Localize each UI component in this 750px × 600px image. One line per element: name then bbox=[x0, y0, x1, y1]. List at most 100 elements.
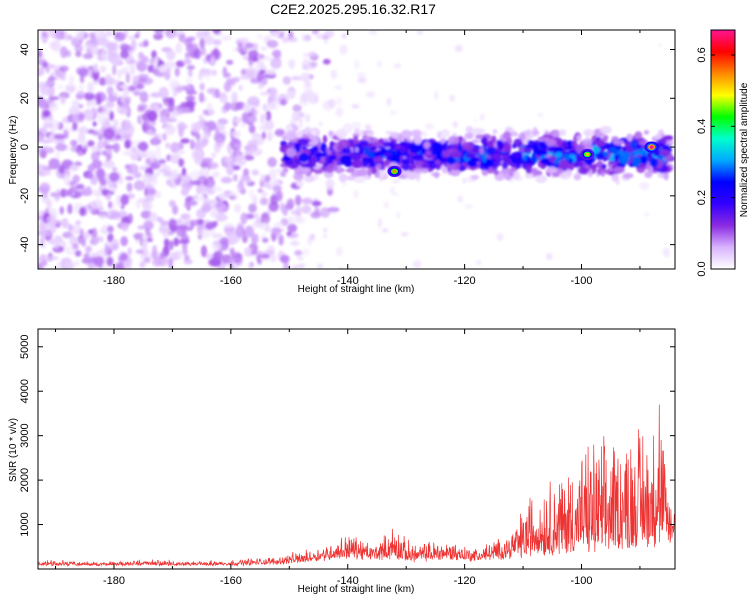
spectrogram-noise-blob bbox=[212, 198, 217, 205]
spectrogram-noise-blob bbox=[212, 30, 221, 35]
spectrogram-noise-blob bbox=[104, 73, 113, 86]
spectrogram-band-blob bbox=[410, 129, 422, 137]
spectrogram-faint-blob bbox=[354, 59, 360, 71]
spectrogram-noise-blob bbox=[143, 39, 149, 47]
spectrogram-noise-blob bbox=[49, 101, 59, 112]
spectrogram-noise-blob bbox=[112, 167, 117, 172]
spectrogram-noise-blob bbox=[265, 110, 272, 123]
spectrogram-noise-blob bbox=[117, 69, 122, 79]
spectrogram-noise-blob bbox=[72, 113, 79, 122]
spectrogram-noise-blob bbox=[212, 186, 223, 192]
spectrogram-noise-blob bbox=[78, 84, 84, 91]
spectrogram-noise-blob bbox=[280, 254, 290, 264]
spectrogram-band-blob bbox=[643, 130, 650, 135]
spectrogram-noise-blob bbox=[266, 131, 274, 142]
spectrogram-xtick-label: -140 bbox=[337, 275, 359, 287]
spectrogram-band-blob bbox=[555, 151, 563, 158]
spectrogram-band-blob bbox=[446, 157, 456, 165]
snr-panel: -180 -160 -140 -120 -100 1000 2000 3000 4000 500… bbox=[8, 328, 676, 595]
spectrogram-noise-blob bbox=[65, 87, 76, 93]
spectrogram-noise-blob bbox=[199, 38, 205, 49]
spectrogram-band-blob bbox=[294, 166, 305, 176]
spectrogram-noise-blob bbox=[133, 180, 146, 191]
spectrogram-noise-blob bbox=[112, 180, 117, 187]
spectrogram-noise-blob bbox=[234, 155, 247, 167]
spectrogram-noise-blob bbox=[211, 240, 222, 252]
spectrogram-noise-blob bbox=[73, 260, 80, 267]
spectrogram-noise-blob bbox=[38, 135, 44, 143]
spectrogram-noise-blob bbox=[93, 63, 98, 74]
spectrogram-band-blob bbox=[622, 172, 634, 179]
spectrogram-noise-blob bbox=[113, 118, 119, 128]
spectrogram-noise-blob bbox=[291, 264, 300, 269]
spectrogram-noise-blob bbox=[106, 86, 114, 95]
spectrogram-noise-blob bbox=[300, 72, 311, 83]
spectrogram-noise-blob bbox=[260, 173, 265, 182]
spectrogram-noise-blob bbox=[150, 162, 161, 170]
spectrogram-band-blob bbox=[513, 170, 520, 181]
spectrogram-band-blob bbox=[373, 156, 384, 164]
spectrogram-noise-blob bbox=[58, 164, 65, 174]
spectrogram-noise-blob bbox=[97, 105, 107, 114]
spectrogram-noise-blob bbox=[135, 249, 144, 254]
spectrogram-noise-blob bbox=[127, 247, 132, 256]
spectrogram-noise-blob bbox=[70, 139, 78, 147]
spectrogram-noise-blob bbox=[211, 152, 217, 158]
spectrogram-band-blob bbox=[493, 169, 500, 175]
spectrogram-band-blob bbox=[663, 170, 669, 181]
spectrogram-band-blob bbox=[545, 139, 557, 147]
spectrogram-band-blob bbox=[434, 159, 441, 165]
spectrogram-faint-blob bbox=[449, 94, 455, 102]
spectrogram-noise-blob bbox=[56, 189, 61, 199]
spectrogram-faint-blob bbox=[401, 232, 409, 237]
spectrogram-noise-blob bbox=[270, 57, 282, 69]
spectrogram-noise-blob bbox=[270, 92, 276, 103]
spectrogram-noise-blob bbox=[183, 173, 191, 183]
spectrogram-band-blob bbox=[328, 130, 334, 137]
spectrogram-ytick-label: -20 bbox=[19, 188, 31, 204]
spectrogram-noise-blob bbox=[84, 92, 95, 101]
spectrogram-noise-blob bbox=[272, 185, 282, 193]
spectrogram-noise-blob bbox=[240, 174, 251, 182]
spectrogram-faint-blob bbox=[290, 240, 300, 247]
spectrogram-faint-blob bbox=[327, 98, 337, 108]
snr-ytick-label: 5000 bbox=[19, 335, 31, 359]
spectrogram-faint-blob bbox=[305, 66, 310, 71]
spectrogram-band-blob bbox=[573, 173, 582, 181]
spectrogram-noise-blob bbox=[288, 36, 298, 43]
spectrogram-faint-blob bbox=[369, 30, 378, 35]
spectrogram-noise-blob bbox=[100, 226, 108, 234]
spectrogram-noise-blob bbox=[85, 245, 92, 253]
spectrogram-noise-blob bbox=[112, 64, 117, 76]
spectrogram-y-axis: -40 -20 0 20 40 bbox=[19, 43, 675, 253]
spectrogram-noise-blob bbox=[122, 85, 130, 97]
spectrogram-noise-blob bbox=[136, 60, 147, 72]
spectrogram-faint-blob bbox=[454, 45, 463, 52]
colorbar-tick-label: 0.6 bbox=[696, 47, 708, 62]
spectrogram-noise-blob bbox=[41, 60, 49, 70]
spectrogram-faint-blob bbox=[334, 85, 342, 90]
spectrogram-noise-blob bbox=[75, 220, 82, 226]
spectrogram-noise-blob bbox=[238, 84, 243, 91]
spectrogram-noise-blob bbox=[262, 237, 269, 243]
spectrogram-noise-blob bbox=[330, 69, 338, 80]
spectrogram-band-blob bbox=[558, 129, 567, 137]
spectrogram-noise-blob bbox=[85, 186, 92, 193]
spectrogram-noise-blob bbox=[310, 211, 322, 219]
spectrogram-noise-blob bbox=[65, 50, 72, 58]
spectrogram-noise-blob bbox=[184, 201, 191, 209]
spectrogram-noise-blob bbox=[206, 168, 212, 173]
spectrogram-noise-blob bbox=[38, 231, 48, 236]
spectrogram-noise-blob bbox=[205, 54, 211, 62]
spectrogram-faint-blob bbox=[476, 259, 482, 266]
spectrogram-band-blob bbox=[336, 128, 347, 139]
spectrogram-noise-blob bbox=[215, 201, 222, 208]
spectrogram-noise-blob bbox=[84, 232, 91, 239]
spectrogram-band-blob bbox=[324, 155, 330, 162]
spectrogram-noise-blob bbox=[213, 250, 223, 261]
spectrogram-faint-blob bbox=[287, 59, 296, 69]
spectrogram-noise-blob bbox=[130, 65, 135, 75]
spectrogram-noise-blob bbox=[201, 203, 212, 213]
spectrogram-noise-blob bbox=[146, 231, 153, 240]
